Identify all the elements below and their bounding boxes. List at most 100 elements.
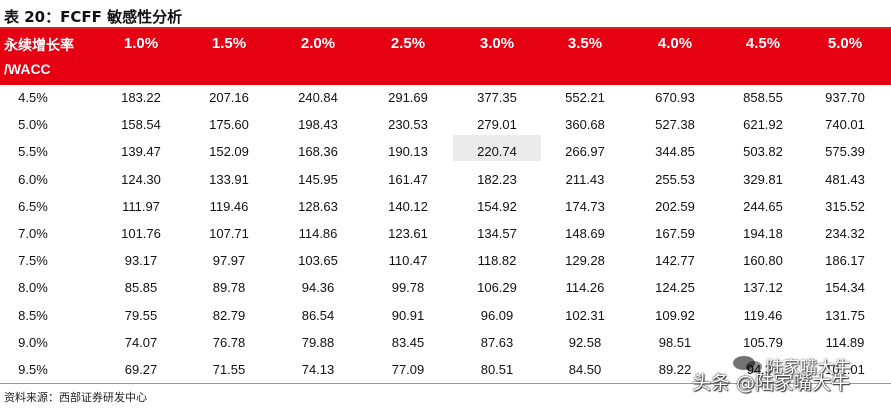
table-cell: 79.55 bbox=[124, 307, 158, 323]
table-cell: 186.17 bbox=[825, 253, 865, 269]
table-cell: 119.46 bbox=[209, 198, 249, 214]
table-cell: 106.29 bbox=[477, 280, 517, 296]
table-cell: 118.82 bbox=[477, 253, 517, 269]
table-cell: 139.47 bbox=[121, 144, 161, 160]
row-label-header-line2: /WACC bbox=[4, 61, 51, 77]
table-cell: 154.92 bbox=[477, 198, 517, 214]
table-cell: 85.85 bbox=[124, 280, 158, 296]
table-cell: 158.54 bbox=[121, 117, 161, 133]
table-cell: 133.91 bbox=[209, 171, 249, 187]
table-cell: 82.79 bbox=[212, 307, 246, 323]
table-cell: 137.12 bbox=[743, 280, 783, 296]
table-cell: 152.09 bbox=[209, 144, 249, 160]
table-cell: 103.65 bbox=[298, 253, 338, 269]
table-cell: 575.39 bbox=[825, 144, 865, 160]
table-row: 5.0% 158.54 175.60 198.43 230.53 279.01 360.68… bbox=[0, 112, 891, 139]
table-cell: 377.35 bbox=[477, 90, 517, 105]
table-cell: 79.88 bbox=[301, 334, 335, 350]
table-cell: 148.69 bbox=[565, 225, 605, 241]
table-cell: 114.86 bbox=[298, 225, 338, 241]
column-header: 4.5% bbox=[745, 35, 781, 52]
table-cell: 109.92 bbox=[655, 307, 695, 323]
table-cell: 175.60 bbox=[209, 117, 249, 133]
table-cell: 207.16 bbox=[209, 90, 249, 105]
table-row: 7.0% 101.76 107.71 114.86 123.61 134.57 148.69… bbox=[0, 221, 891, 248]
column-header: 1.0% bbox=[123, 35, 159, 52]
row-wacc-label: 6.0% bbox=[18, 171, 48, 187]
table-cell: 97.97 bbox=[212, 253, 246, 269]
table-cell: 89.78 bbox=[212, 280, 246, 296]
table-cell: 167.59 bbox=[655, 225, 695, 241]
table-row: 5.5% 139.47 152.09 168.36 190.13 220.74 266.97… bbox=[0, 139, 891, 166]
table-cell: 670.93 bbox=[655, 90, 695, 105]
table-cell: 131.75 bbox=[825, 307, 865, 323]
table-cell: 142.77 bbox=[655, 253, 695, 269]
table-cell: 527.38 bbox=[655, 117, 695, 133]
table-row: 9.5% 69.27 71.55 74.13 77.09 80.51 84.50 89.22 9… bbox=[0, 357, 891, 384]
row-wacc-label: 7.0% bbox=[18, 225, 48, 241]
column-header: 1.5% bbox=[211, 35, 247, 52]
table-cell: 266.97 bbox=[565, 144, 605, 160]
table-title: 表 20：FCFF 敏感性分析 bbox=[4, 8, 183, 26]
table-cell: 105.79 bbox=[743, 334, 783, 350]
column-header: 3.0% bbox=[479, 35, 515, 52]
table-cell: 183.22 bbox=[121, 90, 161, 105]
chat-bubble-small-icon bbox=[746, 361, 762, 373]
table-cell: 160.80 bbox=[743, 253, 783, 269]
title-divider bbox=[0, 27, 891, 29]
row-wacc-label: 9.0% bbox=[18, 334, 48, 350]
table-cell: 114.26 bbox=[565, 280, 605, 296]
table-cell: 90.91 bbox=[391, 307, 425, 323]
table-cell: 83.45 bbox=[391, 334, 425, 350]
table-cell: 168.36 bbox=[298, 144, 338, 160]
table-cell: 240.84 bbox=[298, 90, 338, 105]
table-cell: 99.78 bbox=[391, 280, 425, 296]
row-wacc-label: 6.5% bbox=[18, 198, 48, 214]
table-cell: 161.47 bbox=[388, 171, 428, 187]
table-cell: 89.22 bbox=[658, 361, 692, 377]
table-cell: 119.46 bbox=[743, 307, 783, 323]
table-cell: 234.32 bbox=[825, 225, 865, 241]
table-cell: 84.50 bbox=[568, 361, 602, 377]
table-cell: 110.47 bbox=[388, 253, 428, 269]
table-cell: 124.25 bbox=[655, 280, 695, 296]
table-cell: 94.33 bbox=[746, 361, 780, 377]
table-cell: 101.76 bbox=[121, 225, 161, 241]
table-cell: 80.51 bbox=[480, 361, 514, 377]
table-cell: 87.63 bbox=[480, 334, 514, 350]
table-cell: 211.43 bbox=[565, 171, 605, 187]
table-cell: 552.21 bbox=[565, 90, 605, 105]
row-label-header-line1: 永续增长率 bbox=[4, 38, 74, 54]
table-cell: 123.61 bbox=[388, 225, 428, 241]
column-header: 2.0% bbox=[300, 35, 336, 52]
table-cell: 503.82 bbox=[743, 144, 783, 160]
table-cell: 124.30 bbox=[121, 171, 161, 187]
table-cell: 291.69 bbox=[388, 90, 428, 105]
highlighted-cell-background bbox=[453, 135, 541, 161]
table-cell: 98.51 bbox=[658, 334, 692, 350]
table-cell: 101.01 bbox=[825, 361, 865, 377]
table-row: 6.5% 111.97 119.46 128.63 140.12 154.92 174.73… bbox=[0, 194, 891, 221]
table-bottom-divider bbox=[0, 383, 891, 384]
column-header: 5.0% bbox=[827, 35, 863, 52]
table-row: 8.5% 79.55 82.79 86.54 90.91 96.09 102.31 109.9… bbox=[0, 303, 891, 330]
table-header: 永续增长率 /WACC 1.0% 1.5% 2.0% 2.5% 3.0% 3.5… bbox=[0, 29, 891, 85]
table-row: 8.0% 85.85 89.78 94.36 99.78 106.29 114.26 124.… bbox=[0, 275, 891, 302]
table-cell: 74.13 bbox=[301, 361, 335, 377]
table-cell: 140.12 bbox=[388, 198, 428, 214]
watermark-bottom: 头条 @陆家嘴大牛 bbox=[692, 372, 851, 394]
table-cell: 481.43 bbox=[825, 171, 865, 187]
table-cell: 360.68 bbox=[565, 117, 605, 133]
table-cell: 111.97 bbox=[122, 198, 160, 214]
table-cell: 93.17 bbox=[124, 253, 158, 269]
table-cell: 858.55 bbox=[743, 90, 783, 105]
table-row: 6.0% 124.30 133.91 145.95 161.47 182.23 211.43… bbox=[0, 167, 891, 194]
source-note: 资料来源：西部证券研发中心 bbox=[4, 391, 147, 404]
watermark-top: 陆家嘴大牛 bbox=[766, 358, 851, 378]
table-cell: 230.53 bbox=[388, 117, 428, 133]
table-cell: 92.58 bbox=[568, 334, 602, 350]
table-body: 4.5% 183.22 207.16 240.84 291.69 377.35 552.21… bbox=[0, 85, 891, 384]
table-cell: 220.74 bbox=[477, 144, 517, 160]
table-cell: 194.18 bbox=[743, 225, 783, 241]
table-cell: 114.89 bbox=[825, 334, 865, 350]
